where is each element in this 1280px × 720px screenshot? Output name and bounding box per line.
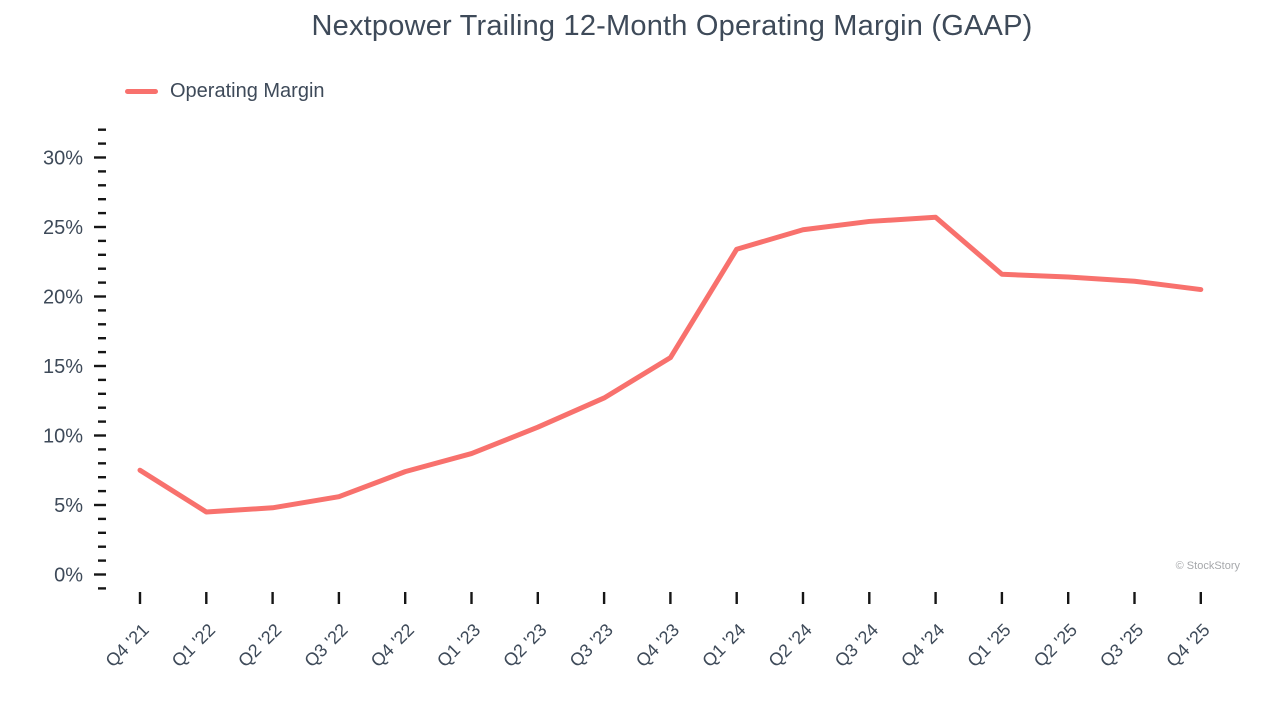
svg-text:Q3 '23: Q3 '23: [566, 620, 617, 671]
svg-text:Q2 '23: Q2 '23: [499, 620, 550, 671]
svg-text:Q1 '23: Q1 '23: [433, 620, 484, 671]
x-axis-labels: Q4 '21 Q1 '22 Q2 '22 Q3 '22 Q4 '22 Q1 '23 Q2 '…: [102, 620, 1214, 671]
svg-text:Q2 '22: Q2 '22: [234, 620, 285, 671]
chart-title: Nextpower Trailing 12-Month Operating Ma…: [311, 10, 1033, 42]
svg-text:Q2 '25: Q2 '25: [1030, 620, 1081, 671]
svg-text:Q3 '25: Q3 '25: [1096, 620, 1147, 671]
svg-text:Q3 '22: Q3 '22: [300, 620, 351, 671]
legend-label: Operating Margin: [170, 80, 325, 102]
svg-text:Q4 '22: Q4 '22: [367, 620, 418, 671]
svg-text:5%: 5%: [54, 495, 83, 517]
svg-text:Q1 '25: Q1 '25: [963, 620, 1014, 671]
svg-text:Q4 '23: Q4 '23: [632, 620, 683, 671]
svg-text:30%: 30%: [43, 148, 83, 170]
y-axis-ticks: [94, 128, 106, 590]
svg-text:Q4 '24: Q4 '24: [897, 620, 948, 671]
legend: Operating Margin: [125, 80, 325, 103]
svg-text:Q1 '22: Q1 '22: [168, 620, 219, 671]
svg-text:Q3 '24: Q3 '24: [831, 620, 882, 671]
svg-text:20%: 20%: [43, 287, 83, 309]
svg-text:Q2 '24: Q2 '24: [765, 620, 816, 671]
y-axis-labels: 0% 5% 10% 15% 20% 25% 30%: [43, 148, 83, 587]
svg-text:25%: 25%: [43, 217, 83, 239]
svg-text:Q1 '24: Q1 '24: [698, 620, 749, 671]
svg-text:Q4 '25: Q4 '25: [1162, 620, 1213, 671]
svg-text:10%: 10%: [43, 426, 83, 448]
operating-margin-line: [137, 214, 1204, 515]
svg-text:Q4 '21: Q4 '21: [102, 620, 153, 671]
svg-text:0%: 0%: [54, 565, 83, 587]
legend-line-swatch-icon: [125, 89, 158, 94]
watermark: © StockStory: [1175, 560, 1240, 572]
svg-text:15%: 15%: [43, 356, 83, 378]
x-axis-ticks: [138, 592, 1203, 604]
